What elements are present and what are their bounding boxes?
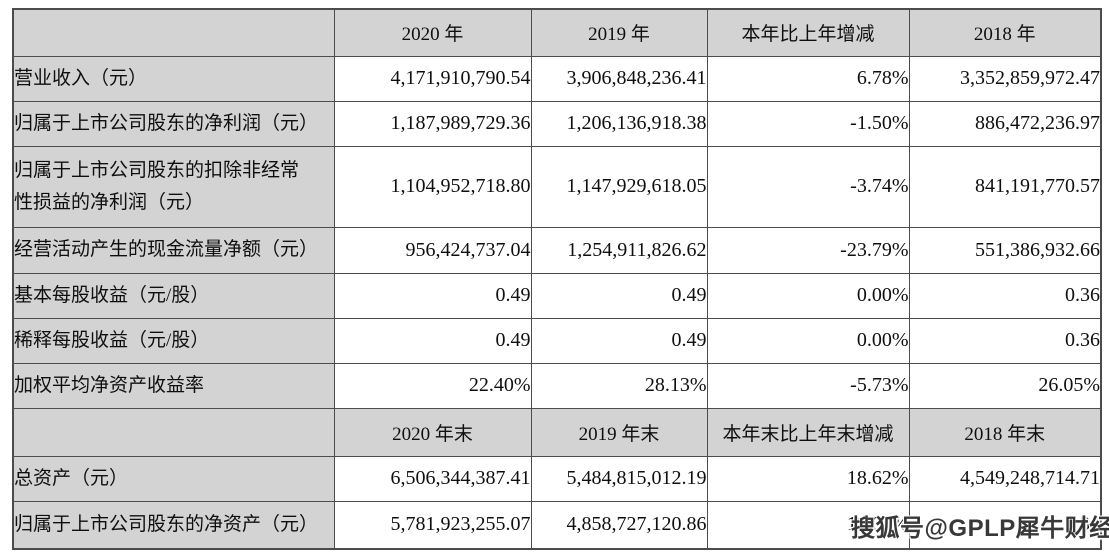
value-change: -1.50% — [706, 100, 910, 147]
value-change: -23.79% — [706, 226, 910, 274]
col-header-2018-eoy: 2018 年末 — [908, 407, 1102, 457]
value-change: -5.73% — [706, 362, 910, 409]
col-header-2019-eoy: 2019 年末 — [530, 407, 708, 457]
value-2020: 0.49 — [333, 272, 532, 319]
value-2020: 1,187,989,729.36 — [333, 100, 532, 147]
row-label: 归属于上市公司股东的净资产（元） — [12, 500, 335, 550]
col-header-2020-eoy: 2020 年末 — [333, 407, 532, 457]
year-end-header-row: 2020 年末 2019 年末 本年末比上年末增减 2018 年末 — [12, 407, 1102, 457]
row-label: 营业收入（元） — [12, 55, 335, 102]
value-2020: 956,424,737.04 — [333, 226, 532, 274]
value-2020: 6,506,344,387.41 — [333, 455, 532, 502]
value-2018: 886,472,236.97 — [908, 100, 1102, 147]
table-row-net-profit-excl-nonrecurring: 归属于上市公司股东的扣除非经常 性损益的净利润（元） 1,104,952,718… — [12, 145, 1102, 228]
table-row-revenue: 营业收入（元） 4,171,910,790.54 3,906,848,236.4… — [12, 55, 1102, 102]
value-2018: 4,549,248,714.71 — [908, 455, 1102, 502]
row-label: 归属于上市公司股东的扣除非经常 性损益的净利润（元） — [12, 145, 335, 228]
value-2020: 4,171,910,790.54 — [333, 55, 532, 102]
value-2018: 3,352,859,972.47 — [908, 55, 1102, 102]
value-2020: 1,104,952,718.80 — [333, 145, 532, 228]
value-2020: 0.49 — [333, 317, 532, 364]
value-2019: 1,206,136,918.38 — [530, 100, 708, 147]
row-label: 加权平均净资产收益率 — [12, 362, 335, 409]
value-2018: 26.05% — [908, 362, 1102, 409]
table-row-diluted-eps: 稀释每股收益（元/股） 0.49 0.49 0.00% 0.36 — [12, 317, 1102, 364]
value-2018: 841,191,770.57 — [908, 145, 1102, 228]
row-label: 总资产（元） — [12, 455, 335, 502]
value-change: 0.00% — [706, 317, 910, 364]
value-2020: 22.40% — [333, 362, 532, 409]
value-2019: 1,147,929,618.05 — [530, 145, 708, 228]
value-2018: 34 — [908, 500, 1102, 550]
value-2019: 0.49 — [530, 272, 708, 319]
value-2019: 28.13% — [530, 362, 708, 409]
blank-header-cell — [12, 407, 335, 457]
col-header-2019: 2019 年 — [530, 8, 708, 57]
row-label: 经营活动产生的现金流量净额（元） — [12, 226, 335, 274]
table-row-weighted-avg-roe: 加权平均净资产收益率 22.40% 28.13% -5.73% 26.05% — [12, 362, 1102, 409]
value-2018: 0.36 — [908, 317, 1102, 364]
value-2019: 3,906,848,236.41 — [530, 55, 708, 102]
col-header-yoy-change: 本年比上年增减 — [706, 8, 910, 57]
value-2019: 0.49 — [530, 317, 708, 364]
value-2019: 5,484,815,012.19 — [530, 455, 708, 502]
row-label: 归属于上市公司股东的净利润（元） — [12, 100, 335, 147]
key-financial-indicators-table: 2020 年 2019 年 本年比上年增减 2018 年 营业收入（元） 4,1… — [12, 8, 1102, 550]
col-header-2020: 2020 年 — [333, 8, 532, 57]
value-change: 6.78% — [706, 55, 910, 102]
year-header-row: 2020 年 2019 年 本年比上年增减 2018 年 — [12, 8, 1102, 57]
row-label: 基本每股收益（元/股） — [12, 272, 335, 319]
value-change: 18.62% — [706, 455, 910, 502]
value-2018: 0.36 — [908, 272, 1102, 319]
value-2019: 4,858,727,120.86 — [530, 500, 708, 550]
value-2019: 1,254,911,826.62 — [530, 226, 708, 274]
value-change: 19.00% — [706, 500, 910, 550]
table-row-net-profit: 归属于上市公司股东的净利润（元） 1,187,989,729.36 1,206,… — [12, 100, 1102, 147]
table-row-operating-cash-flow: 经营活动产生的现金流量净额（元） 956,424,737.04 1,254,91… — [12, 226, 1102, 274]
value-change: -3.74% — [706, 145, 910, 228]
table-row-basic-eps: 基本每股收益（元/股） 0.49 0.49 0.00% 0.36 — [12, 272, 1102, 319]
value-2018: 551,386,932.66 — [908, 226, 1102, 274]
blank-header-cell — [12, 8, 335, 57]
table-row-total-assets: 总资产（元） 6,506,344,387.41 5,484,815,012.19… — [12, 455, 1102, 502]
value-2020: 5,781,923,255.07 — [333, 500, 532, 550]
row-label: 稀释每股收益（元/股） — [12, 317, 335, 364]
table-row-net-assets: 归属于上市公司股东的净资产（元） 5,781,923,255.07 4,858,… — [12, 500, 1102, 550]
col-header-2018: 2018 年 — [908, 8, 1102, 57]
col-header-eoy-change: 本年末比上年末增减 — [706, 407, 910, 457]
value-change: 0.00% — [706, 272, 910, 319]
